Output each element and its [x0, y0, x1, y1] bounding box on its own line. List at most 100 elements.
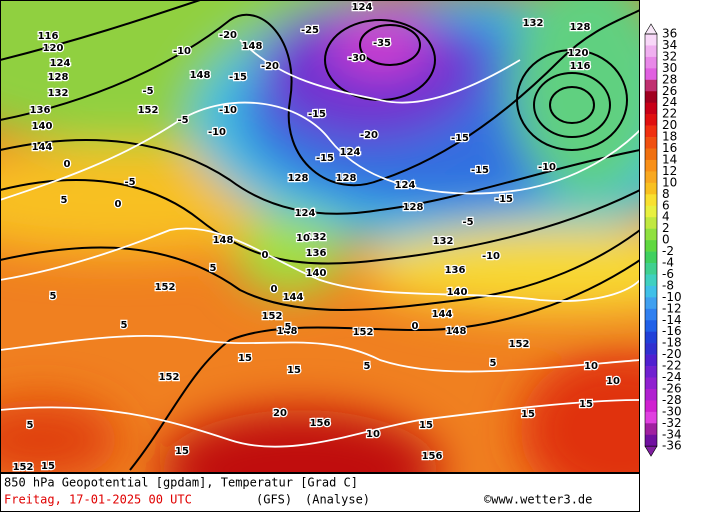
- colorbar-label: -34: [662, 427, 682, 441]
- colorbar: 363432302826242220181614121086420-2-4-6-…: [644, 23, 682, 457]
- colorbar-swatch: [645, 411, 657, 424]
- temperature-label: 5: [285, 322, 292, 333]
- temperature-label: -5: [177, 115, 188, 126]
- colorbar-label: -10: [662, 290, 682, 304]
- colorbar-label: 6: [662, 198, 670, 212]
- colorbar-label: 28: [662, 72, 677, 86]
- geopotential-label: 124: [295, 208, 316, 219]
- geopotential-label: 144: [32, 142, 53, 153]
- colorbar-label: 34: [662, 38, 677, 52]
- colorbar-label: -24: [662, 370, 682, 384]
- colorbar-swatch: [645, 194, 657, 207]
- geopotential-label: 152: [13, 462, 34, 473]
- temperature-label: 5: [27, 420, 34, 431]
- geopotential-label: 152: [138, 105, 159, 116]
- colorbar-swatch: [645, 114, 657, 126]
- colorbar-label: -30: [662, 404, 682, 418]
- temperature-label: -10: [538, 162, 556, 173]
- colorbar-swatch: [645, 102, 657, 115]
- temperature-label: -35: [373, 38, 391, 49]
- geopotential-label: 140: [447, 287, 468, 298]
- geopotential-label: 148: [190, 70, 211, 81]
- colorbar-swatch: [645, 263, 657, 275]
- temperature-label: -10: [482, 251, 500, 262]
- geopotential-label: 152: [155, 282, 176, 293]
- colorbar-label: 0: [662, 233, 670, 247]
- temperature-label: 5: [121, 320, 128, 331]
- colorbar-swatch: [645, 159, 657, 172]
- colorbar-label: 10: [662, 175, 677, 189]
- temperature-label: 15: [579, 399, 593, 410]
- geopotential-label: 116: [570, 61, 591, 72]
- geopotential-label: 156: [422, 451, 443, 462]
- colorbar-label: 14: [662, 152, 677, 166]
- temperature-label: 10: [366, 429, 380, 440]
- colorbar-swatch: [645, 91, 657, 103]
- colorbar-swatch: [645, 125, 657, 138]
- temperature-label: -10: [173, 46, 191, 57]
- colorbar-label: -28: [662, 393, 682, 407]
- colorbar-label: 16: [662, 141, 677, 155]
- geopotential-label: 136: [306, 248, 327, 259]
- geopotential-label: 128: [570, 22, 591, 33]
- temperature-label: -25: [301, 25, 319, 36]
- colorbar-swatch: [645, 285, 657, 298]
- colorbar-swatch: [645, 79, 657, 92]
- geopotential-label: 120: [43, 43, 64, 54]
- colorbar-label: -20: [662, 347, 682, 361]
- colorbar-swatch: [645, 171, 657, 184]
- colorbar-swatch: [645, 56, 657, 69]
- temperature-label: -15: [308, 109, 326, 120]
- colorbar-label: -18: [662, 336, 682, 350]
- geopotential-label: 148: [242, 41, 263, 52]
- geopotential-label: 132: [433, 236, 454, 247]
- temperature-label: -15: [451, 133, 469, 144]
- temperature-label: 15: [175, 446, 189, 457]
- colorbar-label: 30: [662, 61, 677, 75]
- colorbar-swatch: [645, 366, 657, 378]
- footer-date: Freitag, 17-01-2025 00 UTC: [4, 493, 192, 507]
- temperature-label: -5: [462, 217, 473, 228]
- temperature-label: 20: [273, 408, 287, 419]
- temperature-label: 0: [115, 199, 122, 210]
- colorbar-swatch: [645, 320, 657, 332]
- temperature-label: 0: [271, 284, 278, 295]
- temperature-label: 15: [419, 420, 433, 431]
- geopotential-label: 132: [48, 88, 69, 99]
- colorbar-label: -22: [662, 359, 682, 373]
- colorbar-label: -26: [662, 381, 682, 395]
- colorbar-label: -16: [662, 324, 682, 338]
- geopotential-label: 156: [310, 418, 331, 429]
- colorbar-bottom-arrow: [644, 445, 658, 457]
- colorbar-swatch: [645, 228, 657, 241]
- temperature-label: 5: [50, 291, 57, 302]
- colorbar-label: 24: [662, 95, 677, 109]
- colorbar-swatch: [645, 400, 657, 413]
- temperature-label: 0: [412, 321, 419, 332]
- colorbar-label: 26: [662, 84, 677, 98]
- geopotential-label: 152: [353, 327, 374, 338]
- temperature-contours: [0, 39, 640, 448]
- geopotential-label: 144: [432, 309, 453, 320]
- footer-run: (Analyse): [305, 493, 370, 507]
- geopotential-label: 140: [306, 268, 327, 279]
- temperature-label: 15: [41, 461, 55, 472]
- colorbar-swatch: [645, 148, 657, 161]
- geopotential-label: 152: [509, 339, 530, 350]
- colorbar-swatch: [645, 388, 657, 401]
- colorbar-top-arrow: [644, 23, 658, 35]
- temperature-label: 0: [262, 250, 269, 261]
- temperature-label: 5: [364, 361, 371, 372]
- colorbar-label: 2: [662, 221, 670, 235]
- colorbar-label: 36: [662, 27, 677, 41]
- temperature-label: -20: [360, 130, 378, 141]
- colorbar-label: 4: [662, 210, 670, 224]
- temperature-label: -15: [495, 194, 513, 205]
- footer-box: [0, 473, 640, 512]
- colorbar-label: -8: [662, 278, 674, 292]
- temperature-label: 10: [584, 361, 598, 372]
- temperature-label: -30: [348, 53, 366, 64]
- colorbar-swatch: [645, 182, 657, 195]
- colorbar-label: -6: [662, 267, 674, 281]
